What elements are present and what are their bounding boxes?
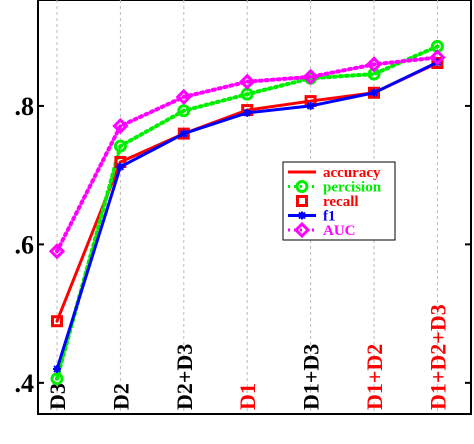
legend-label: percision [323, 180, 382, 196]
marker [365, 56, 383, 73]
marker [306, 101, 315, 110]
marker [53, 365, 61, 373]
marker [175, 88, 192, 106]
marker [48, 243, 66, 260]
marker [112, 117, 129, 135]
legend-label: accuracy [323, 165, 381, 181]
legend-label: f1 [323, 209, 336, 225]
x-tick-label: D3 [45, 383, 70, 410]
x-tick-label: D1 [235, 383, 260, 410]
legend-marker [296, 195, 308, 207]
x-tick-label: D1+D3 [299, 344, 324, 410]
marker [50, 372, 64, 386]
marker [239, 73, 256, 90]
marker [177, 104, 191, 118]
marker [51, 315, 63, 328]
marker [179, 129, 188, 138]
legend-marker [298, 211, 306, 220]
legend-marker [295, 180, 309, 193]
marker [116, 162, 125, 171]
x-tick-label: D2 [108, 383, 133, 410]
legend-label: recall [323, 194, 359, 210]
marker [302, 68, 319, 85]
legend-box [282, 161, 396, 241]
marker [113, 139, 127, 153]
x-tick-label: D2+D3 [172, 344, 197, 410]
marker [243, 108, 252, 117]
y-tick-label: .6 [15, 230, 35, 259]
series-line [55, 55, 440, 254]
legend-marker [293, 221, 311, 239]
marker [370, 88, 378, 97]
y-tick-label: .8 [15, 92, 35, 121]
series-line [55, 44, 440, 381]
x-tick-label: D1+D2 [362, 344, 387, 410]
x-tick-label: D1+D2+D3 [425, 304, 450, 410]
legend-label: AUC [323, 223, 356, 239]
y-tick-label: .4 [15, 369, 35, 398]
plot-frame [37, 0, 472, 415]
marker [429, 49, 446, 66]
